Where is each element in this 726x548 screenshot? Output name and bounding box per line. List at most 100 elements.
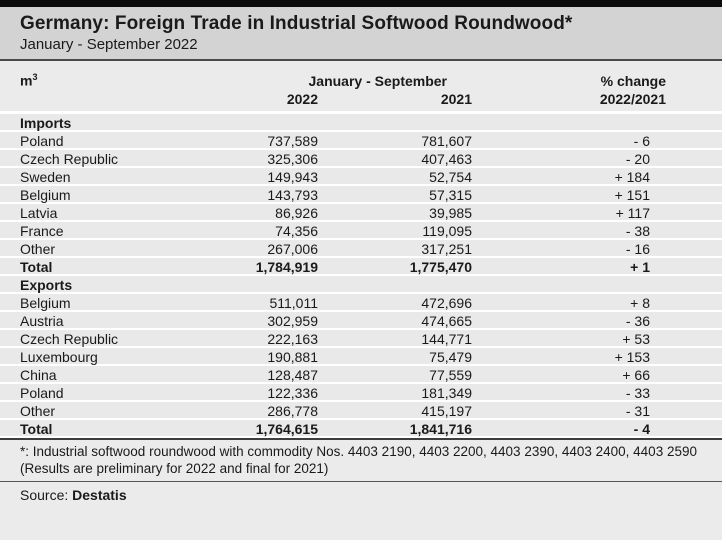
row-country: Exports (20, 276, 73, 293)
row-country: Other (20, 402, 56, 419)
table-row: Austria 302,959 474,665 - 36 (0, 311, 722, 330)
table-row: Total 1,764,615 1,841,716 - 4 (0, 419, 722, 438)
row-country: Poland (20, 132, 64, 149)
infographic-frame: Germany: Foreign Trade in Industrial Sof… (0, 0, 722, 540)
row-country: Austria (20, 312, 64, 329)
row-country: Belgium (20, 294, 71, 311)
table-row: Latvia 86,926 39,985 + 117 (0, 203, 722, 222)
row-value-2022: 302,959 (267, 312, 318, 329)
row-change: - 36 (625, 312, 650, 329)
table-row: France 74,356 119,095 - 38 (0, 221, 722, 240)
row-change: - 33 (625, 384, 650, 401)
row-value-2021: 144,771 (421, 330, 472, 347)
unit-text: m (20, 72, 33, 89)
row-value-2021: 317,251 (421, 240, 472, 257)
table-header: m3 January - September % change 2022 202… (0, 61, 722, 114)
row-value-2022: 1,784,919 (255, 258, 318, 275)
row-value-2022: 149,943 (267, 168, 318, 185)
title-band: Germany: Foreign Trade in Industrial Sof… (0, 7, 722, 61)
section-header: Exports (0, 275, 722, 294)
change-header: % change (600, 72, 666, 89)
column-header-2021: 2021 (440, 90, 472, 107)
row-value-2022: 128,487 (267, 366, 318, 383)
row-value-2022: 267,006 (267, 240, 318, 257)
row-change: + 153 (614, 348, 650, 365)
row-value-2021: 415,197 (421, 402, 472, 419)
row-value-2021: 39,985 (429, 204, 472, 221)
row-value-2022: 86,926 (275, 204, 318, 221)
row-value-2022: 737,589 (267, 132, 318, 149)
row-country: Luxembourg (20, 348, 98, 365)
section-header: Imports (0, 113, 722, 132)
row-country: Sweden (20, 168, 71, 185)
row-value-2022: 74,356 (275, 222, 318, 239)
footnote-line-1: *: Industrial softwood roundwood with co… (20, 443, 697, 459)
row-change: - 38 (625, 222, 650, 239)
row-value-2022: 286,778 (267, 402, 318, 419)
row-value-2022: 222,163 (267, 330, 318, 347)
row-value-2022: 325,306 (267, 150, 318, 167)
row-country: Latvia (20, 204, 58, 221)
page-title: Germany: Foreign Trade in Industrial Sof… (20, 13, 573, 34)
row-value-2021: 77,559 (429, 366, 472, 383)
row-change: - 6 (633, 132, 650, 149)
table-row: Other 267,006 317,251 - 16 (0, 239, 722, 258)
row-value-2021: 1,841,716 (409, 420, 472, 437)
table-row: Belgium 143,793 57,315 + 151 (0, 185, 722, 204)
table-header-row-2: 2022 2021 2022/2021 (0, 90, 722, 108)
row-change: - 31 (625, 402, 650, 419)
row-change: + 8 (630, 294, 650, 311)
row-change: + 53 (622, 330, 650, 347)
row-value-2022: 511,011 (269, 294, 318, 311)
row-value-2021: 472,696 (421, 294, 472, 311)
table-row: Total 1,784,919 1,775,470 + 1 (0, 257, 722, 276)
table-header-row-1: m3 January - September % change (0, 68, 722, 90)
row-country: Other (20, 240, 56, 257)
row-change: + 117 (615, 204, 650, 221)
row-country: Belgium (20, 186, 71, 203)
row-country: China (20, 366, 57, 383)
row-change: + 184 (614, 168, 650, 185)
page-subtitle: January - September 2022 (20, 36, 198, 53)
row-value-2021: 57,315 (429, 186, 472, 203)
row-change: + 1 (630, 258, 650, 275)
row-change: - 16 (625, 240, 650, 257)
row-value-2021: 407,463 (421, 150, 472, 167)
row-country: Imports (20, 114, 72, 131)
table-row: Czech Republic 325,306 407,463 - 20 (0, 149, 722, 168)
row-value-2022: 143,793 (267, 186, 318, 203)
row-value-2021: 75,479 (429, 348, 472, 365)
footnote: *: Industrial softwood roundwood with co… (0, 437, 722, 481)
table-row: Other 286,778 415,197 - 31 (0, 401, 722, 420)
source-value: Destatis (72, 486, 127, 503)
row-country: Czech Republic (20, 330, 119, 347)
column-header-2022: 2022 (286, 90, 318, 107)
row-value-2021: 474,665 (421, 312, 472, 329)
unit-label: m3 (20, 68, 180, 90)
table-row: China 128,487 77,559 + 66 (0, 365, 722, 384)
row-value-2021: 119,095 (422, 222, 472, 239)
row-country: France (20, 222, 64, 239)
table-row: Czech Republic 222,163 144,771 + 53 (0, 329, 722, 348)
row-value-2021: 52,754 (429, 168, 472, 185)
row-value-2021: 1,775,470 (409, 258, 472, 275)
table-body: Imports Poland 737,589 781,607 - 6 Czech… (0, 113, 722, 438)
source-row: Source: Destatis (0, 480, 722, 509)
row-country: Total (20, 420, 53, 437)
footnote-line-2: (Results are preliminary for 2022 and fi… (20, 460, 329, 476)
row-value-2022: 190,881 (267, 348, 318, 365)
row-change: - 4 (633, 420, 650, 437)
row-value-2021: 181,349 (421, 384, 472, 401)
row-value-2022: 1,764,615 (255, 420, 318, 437)
row-change: + 66 (622, 366, 650, 383)
change-subheader: 2022/2021 (599, 90, 666, 107)
top-accent-bar (0, 0, 722, 7)
row-change: - 20 (625, 150, 650, 167)
row-value-2022: 122,336 (267, 384, 318, 401)
row-country: Czech Republic (20, 150, 119, 167)
row-country: Total (20, 258, 53, 275)
row-change: + 151 (614, 186, 650, 203)
table-row: Belgium 511,011 472,696 + 8 (0, 293, 722, 312)
table-row: Sweden 149,943 52,754 + 184 (0, 167, 722, 186)
unit-superscript: 3 (32, 72, 38, 82)
